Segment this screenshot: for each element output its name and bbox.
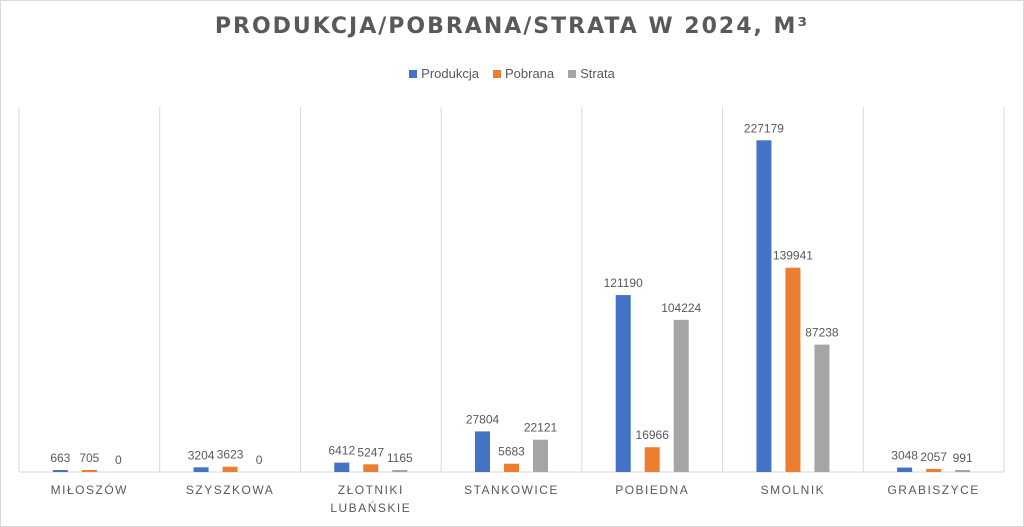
data-label: 5247 — [357, 445, 384, 459]
bar-produkcja — [52, 470, 68, 472]
bar-produkcja — [756, 140, 772, 472]
bar-produkcja — [897, 467, 913, 472]
bar-strata — [533, 439, 548, 472]
data-label: 0 — [115, 453, 122, 467]
bar-strata — [673, 319, 689, 472]
data-label: 87238 — [805, 326, 839, 340]
legend-swatch-strata — [568, 69, 577, 78]
category-label: POBIEDNA — [615, 483, 689, 497]
data-label: 16966 — [636, 428, 670, 442]
bar-strata — [814, 344, 830, 472]
legend-swatch-pobrana — [492, 69, 501, 78]
category-label: LUBAŃSKIE — [330, 500, 411, 515]
data-label: 5683 — [498, 445, 525, 459]
category-label: GRABISZYCE — [887, 483, 979, 497]
data-label: 6412 — [328, 444, 355, 458]
data-label: 0 — [256, 453, 263, 467]
bar-pobrana — [504, 463, 519, 472]
bar-pobrana — [81, 470, 97, 472]
bar-strata — [955, 470, 971, 472]
bar-produkcja — [334, 462, 350, 472]
data-label: 27804 — [466, 412, 500, 426]
category-label: ZŁOTNIKI — [338, 483, 404, 497]
data-label: 3623 — [217, 448, 244, 462]
legend-label-strata: Strata — [580, 66, 615, 81]
data-label: 705 — [79, 451, 99, 465]
data-label: 22121 — [524, 421, 558, 435]
legend-item-strata: Strata — [568, 66, 615, 81]
legend-item-produkcja: Produkcja — [409, 66, 479, 81]
data-label: 1165 — [387, 451, 413, 465]
category-label: MIŁOSZÓW — [51, 482, 128, 497]
bar-pobrana — [785, 267, 801, 472]
data-label: 139941 — [773, 249, 813, 263]
data-label: 3204 — [188, 448, 215, 462]
data-label: 663 — [50, 451, 70, 465]
data-label: 121190 — [604, 276, 643, 290]
category-label: SMOLNIK — [761, 483, 826, 497]
chart-title: PRODUKCJA/POBRANA/STRATA W 2024, M³ — [214, 14, 810, 39]
bar-pobrana — [222, 466, 238, 472]
legend-label-pobrana: Pobrana — [504, 66, 555, 81]
data-label: 227179 — [744, 121, 784, 135]
bar-produkcja — [475, 431, 490, 472]
bar-pobrana — [926, 468, 942, 472]
data-label: 2057 — [920, 450, 947, 464]
bar-produkcja — [193, 467, 209, 472]
legend-swatch-produkcja — [409, 69, 418, 78]
legend: Produkcja Pobrana Strata — [0, 66, 1024, 81]
bar-produkcja — [615, 295, 631, 472]
category-label: SZYSZKOWA — [186, 483, 274, 497]
data-label: 104224 — [661, 301, 701, 315]
data-label: 991 — [953, 451, 973, 465]
legend-item-pobrana: Pobrana — [492, 66, 555, 81]
data-label: 3048 — [891, 449, 918, 463]
bar-pobrana — [363, 464, 379, 472]
bar-strata — [392, 470, 408, 472]
legend-label-produkcja: Produkcja — [421, 66, 479, 81]
category-label: STANKOWICE — [464, 483, 559, 497]
bar-pobrana — [644, 447, 660, 472]
